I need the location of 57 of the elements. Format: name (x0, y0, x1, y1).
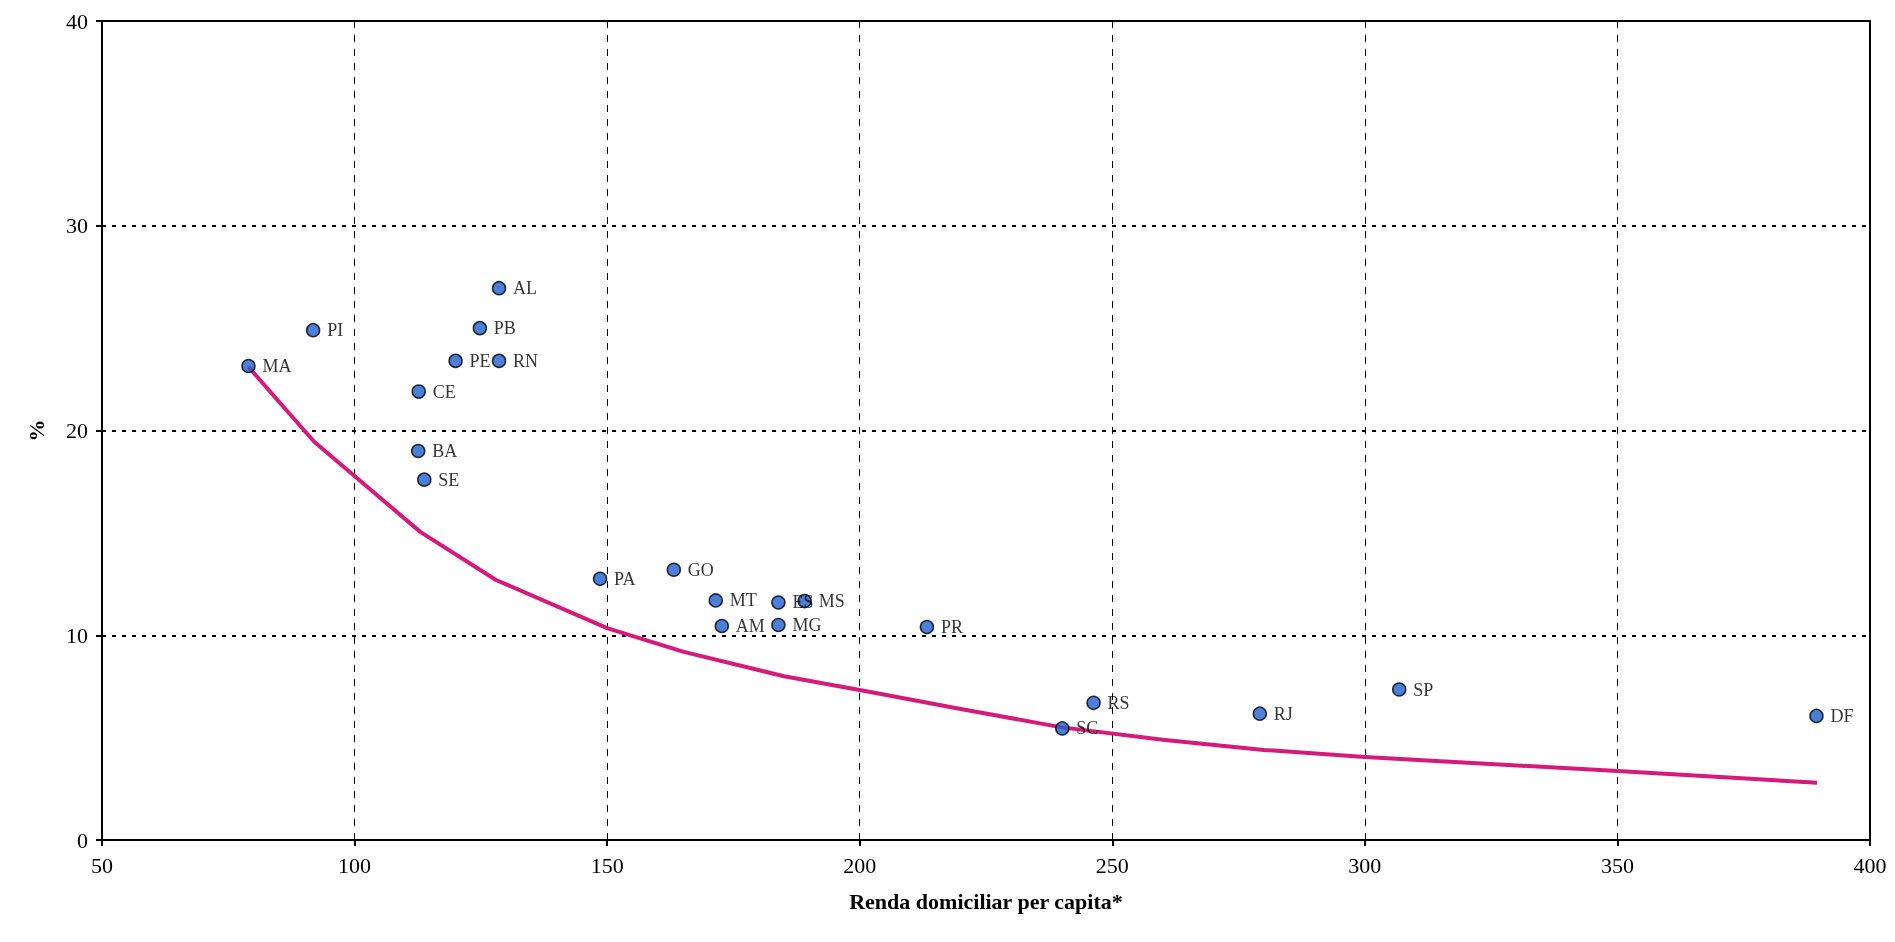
x-tick-label: 250 (1095, 852, 1129, 878)
annotation: RS (1107, 692, 1130, 713)
point (771, 617, 786, 633)
point (592, 571, 608, 586)
x-axis-title: Renda domiciliar per capita* (849, 888, 1123, 914)
x-tick-label: 50 (91, 852, 113, 878)
point (410, 443, 426, 459)
point (771, 595, 786, 610)
point (448, 353, 463, 369)
annotation: PA (614, 568, 636, 589)
point (666, 562, 682, 577)
annotation: MS (818, 591, 845, 612)
x-tick-label: 150 (590, 852, 624, 878)
point (1252, 706, 1268, 721)
annotation: DF (1830, 705, 1854, 726)
x-tick-label: 300 (1348, 852, 1382, 878)
annotation: SE (438, 469, 460, 490)
annotation: PR (940, 617, 963, 638)
point (919, 619, 935, 635)
x-tick-label: 400 (1853, 852, 1887, 878)
point (1055, 721, 1070, 736)
annotation: BA (432, 440, 458, 461)
y-tick-label: 40 (66, 8, 88, 34)
point (708, 593, 723, 608)
annotation: MA (262, 356, 292, 376)
y-tick-label: 30 (66, 213, 88, 239)
x-tick-label: 200 (843, 852, 877, 878)
point (714, 618, 730, 634)
point (1086, 695, 1101, 711)
x-tick-label: 100 (338, 852, 372, 878)
point (472, 320, 488, 336)
y-tick-label: 0 (77, 827, 88, 853)
annotation: AL (513, 278, 538, 299)
point (1809, 708, 1824, 724)
annotation: RJ (1273, 703, 1293, 724)
annotation: SP (1413, 679, 1434, 700)
annotation: PE (469, 350, 491, 371)
point (417, 472, 432, 487)
point (241, 358, 256, 374)
annotation: PB (493, 318, 516, 339)
y-tick-label: 20 (66, 418, 88, 443)
point (305, 322, 321, 338)
annotation: MG (792, 615, 822, 636)
x-tick-label: 350 (1600, 852, 1634, 878)
annotation: PI (327, 320, 344, 341)
annotation: MT (729, 590, 757, 611)
point (1391, 682, 1407, 697)
annotation: CE (432, 381, 456, 402)
point (491, 280, 507, 296)
y-tick-label: 10 (66, 622, 88, 648)
point (411, 384, 426, 399)
annotation: ES (792, 592, 814, 613)
y-axis-title: % (23, 419, 49, 442)
annotation: RN (513, 350, 539, 371)
annotation: AM (735, 616, 765, 637)
point (491, 353, 507, 369)
annotation: GO (687, 559, 714, 580)
